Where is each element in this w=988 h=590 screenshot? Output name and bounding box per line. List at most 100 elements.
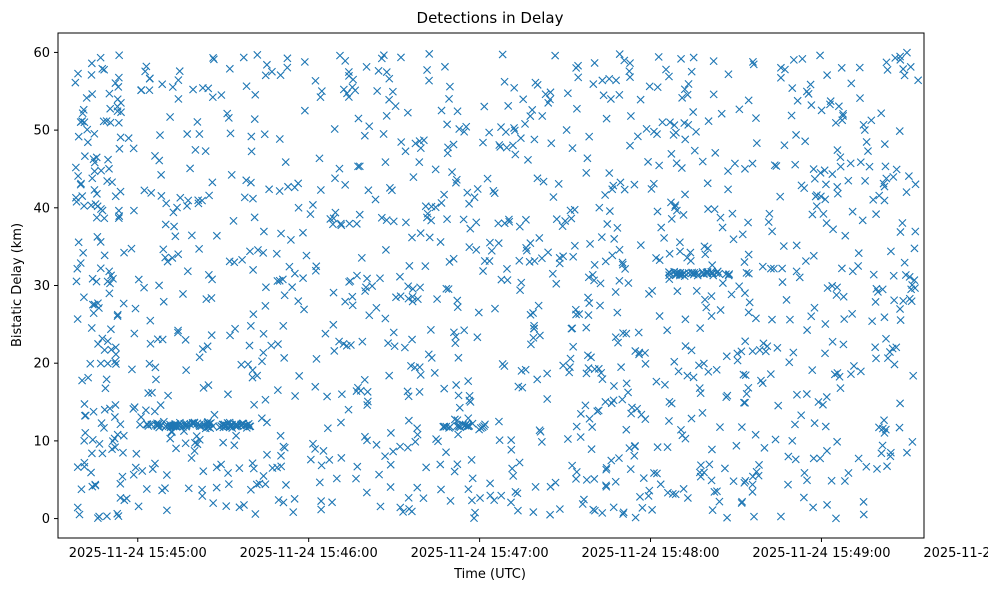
data-point	[118, 472, 127, 481]
data-point	[683, 371, 692, 380]
data-point	[809, 251, 818, 260]
data-point	[774, 401, 783, 410]
data-point	[518, 383, 527, 392]
data-point	[453, 460, 462, 469]
data-point	[465, 199, 474, 208]
data-point	[104, 155, 113, 164]
data-point	[183, 130, 192, 139]
data-point	[362, 62, 371, 71]
data-point	[73, 463, 82, 472]
data-point	[510, 83, 519, 92]
data-point	[373, 86, 382, 95]
data-point	[259, 227, 268, 236]
data-point	[141, 406, 150, 415]
data-point	[288, 283, 297, 292]
data-point	[273, 276, 282, 285]
data-point	[891, 53, 900, 62]
data-point	[352, 474, 360, 483]
data-point	[621, 264, 630, 273]
data-point	[679, 210, 688, 219]
data-point	[718, 223, 727, 232]
data-point	[323, 424, 332, 433]
data-point	[708, 506, 717, 515]
data-point	[882, 334, 890, 343]
data-point	[776, 192, 785, 201]
data-point	[516, 134, 525, 143]
data-point	[161, 253, 170, 262]
data-point	[360, 432, 369, 441]
data-point	[464, 377, 473, 386]
data-point	[778, 278, 787, 287]
data-point	[839, 111, 848, 120]
data-point	[427, 216, 436, 225]
data-point	[860, 126, 869, 135]
data-point	[115, 51, 124, 60]
data-point	[526, 340, 535, 349]
data-point	[99, 423, 108, 432]
data-point	[502, 264, 511, 273]
data-point	[251, 509, 260, 518]
data-point	[830, 370, 839, 379]
data-point	[132, 449, 141, 458]
data-point	[389, 328, 398, 337]
data-point	[498, 360, 507, 368]
data-point	[676, 425, 685, 434]
data-point	[663, 326, 672, 335]
data-point	[403, 387, 412, 396]
data-point	[549, 193, 558, 202]
data-point	[319, 446, 328, 455]
data-point	[634, 328, 643, 337]
data-point	[700, 295, 709, 304]
data-point	[416, 229, 425, 238]
data-point	[360, 375, 369, 384]
data-point	[419, 494, 428, 503]
data-point	[689, 108, 698, 117]
data-point	[613, 223, 622, 232]
data-point	[839, 292, 848, 301]
data-point	[602, 463, 611, 472]
data-point	[189, 85, 198, 94]
data-point	[275, 135, 284, 144]
data-point	[609, 396, 618, 405]
data-point	[902, 188, 911, 197]
data-point	[159, 245, 168, 254]
data-point	[800, 184, 809, 193]
data-point	[681, 342, 690, 351]
data-point	[252, 480, 261, 489]
data-point	[400, 343, 409, 352]
data-point	[581, 401, 590, 410]
data-point	[886, 448, 895, 457]
data-point	[546, 482, 555, 491]
data-point	[144, 389, 153, 398]
data-point	[422, 463, 431, 472]
data-point	[96, 264, 105, 273]
data-point	[371, 195, 380, 204]
data-point	[274, 496, 283, 504]
data-point	[73, 264, 82, 273]
data-point	[302, 251, 311, 260]
data-point	[622, 379, 631, 388]
data-point	[105, 404, 114, 413]
data-point	[666, 198, 675, 207]
data-point	[722, 352, 731, 361]
data-point	[127, 365, 136, 374]
data-point	[501, 128, 510, 136]
data-point	[396, 292, 405, 301]
data-point	[385, 95, 394, 104]
data-point	[507, 445, 516, 454]
data-point	[561, 216, 570, 225]
data-point	[601, 481, 610, 490]
data-point	[248, 459, 257, 468]
data-point	[671, 201, 680, 210]
data-point	[626, 141, 635, 150]
data-point	[97, 419, 106, 428]
data-point	[807, 312, 816, 321]
data-point	[246, 422, 255, 431]
data-point	[878, 441, 887, 450]
data-point	[791, 455, 800, 464]
data-point	[145, 359, 154, 368]
data-point	[707, 292, 716, 301]
data-point	[660, 380, 669, 389]
data-point	[515, 222, 524, 231]
data-point	[232, 431, 241, 440]
